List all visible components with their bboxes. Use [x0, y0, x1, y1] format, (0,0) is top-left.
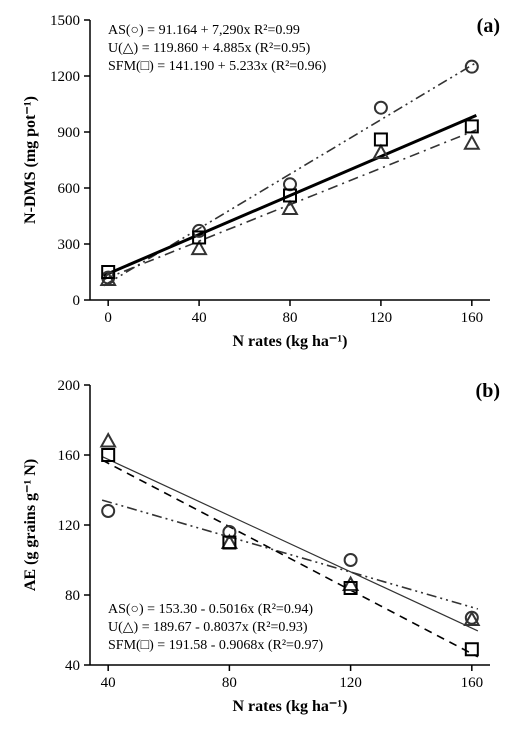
- data-point-u: [465, 136, 479, 148]
- y-tick-label: 120: [58, 518, 81, 534]
- y-tick-label: 1500: [50, 13, 80, 29]
- data-point-sfm: [466, 643, 478, 655]
- x-tick-label: 40: [101, 675, 116, 691]
- y-tick-label: 200: [58, 378, 81, 394]
- data-point-as: [375, 102, 387, 114]
- legend-line: AS(○) = 153.30 - 0.5016x (R²=0.94): [108, 602, 313, 617]
- x-axis-label: N rates (kg ha⁻¹): [232, 698, 347, 715]
- legend-line: SFM(□) = 141.190 + 5.233x (R²=0.96): [108, 59, 327, 74]
- y-axis-label: N-DMS (mg pot⁻¹): [22, 96, 39, 224]
- x-tick-label: 160: [461, 675, 484, 691]
- data-point-u: [101, 434, 115, 446]
- panel-a-svg: 0 40 80 120 160 0 300 600 900 1200 1500: [0, 0, 521, 365]
- y-tick-label: 300: [58, 237, 81, 253]
- panel-b-svg: 40 80 120 160 40 80 120 160 200: [0, 365, 521, 732]
- legend-line: U(△) = 189.67 - 0.8037x (R²=0.93): [108, 620, 308, 635]
- data-point-as: [102, 505, 114, 517]
- x-tick-label: 160: [461, 310, 484, 326]
- data-point-as: [345, 554, 357, 566]
- y-tick-label: 80: [65, 588, 80, 604]
- x-tick-label: 80: [222, 675, 237, 691]
- regression-line-sfm: [104, 115, 477, 275]
- x-tick-label: 0: [104, 310, 112, 326]
- y-tick-label: 600: [58, 181, 81, 197]
- y-tick-label: 0: [73, 293, 81, 309]
- panel-a: 0 40 80 120 160 0 300 600 900 1200 1500: [0, 0, 521, 365]
- y-tick-label: 160: [58, 448, 81, 464]
- y-axis-label: AE (g grains g⁻¹ N): [22, 459, 39, 591]
- regression-line-as: [102, 500, 478, 609]
- y-tick-label: 900: [58, 125, 81, 141]
- legend-line: U(△) = 119.860 + 4.885x (R²=0.95): [108, 41, 311, 56]
- data-point-u: [344, 578, 358, 590]
- data-point-as: [466, 61, 478, 73]
- x-tick-label: 40: [192, 310, 207, 326]
- x-tick-label: 80: [283, 310, 298, 326]
- regression-line-u: [104, 130, 477, 280]
- y-tick-label: 1200: [50, 69, 80, 85]
- figure-container: 0 40 80 120 160 0 300 600 900 1200 1500: [0, 0, 521, 732]
- x-tick-label: 120: [370, 310, 393, 326]
- legend-line: SFM(□) = 191.58 - 0.9068x (R²=0.97): [108, 638, 323, 653]
- legend-line: AS(○) = 91.164 + 7,290x R²=0.99: [108, 23, 300, 38]
- x-tick-label: 120: [339, 675, 362, 691]
- x-axis-label: N rates (kg ha⁻¹): [232, 333, 347, 350]
- y-tick-label: 40: [65, 658, 80, 674]
- panel-b: 40 80 120 160 40 80 120 160 200: [0, 365, 521, 732]
- panel-letter: (b): [476, 380, 500, 402]
- panel-letter: (a): [477, 15, 500, 37]
